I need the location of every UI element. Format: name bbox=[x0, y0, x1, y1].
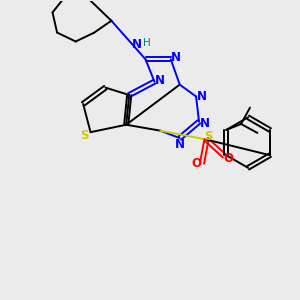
Text: O: O bbox=[224, 152, 234, 165]
Text: N: N bbox=[132, 38, 142, 51]
Text: S: S bbox=[80, 129, 89, 142]
Text: O: O bbox=[191, 157, 201, 170]
Text: N: N bbox=[171, 51, 181, 64]
Text: N: N bbox=[196, 90, 206, 103]
Text: N: N bbox=[155, 74, 165, 87]
Text: H: H bbox=[143, 38, 151, 48]
Text: S: S bbox=[204, 130, 212, 142]
Text: N: N bbox=[200, 117, 210, 130]
Text: N: N bbox=[175, 138, 185, 151]
